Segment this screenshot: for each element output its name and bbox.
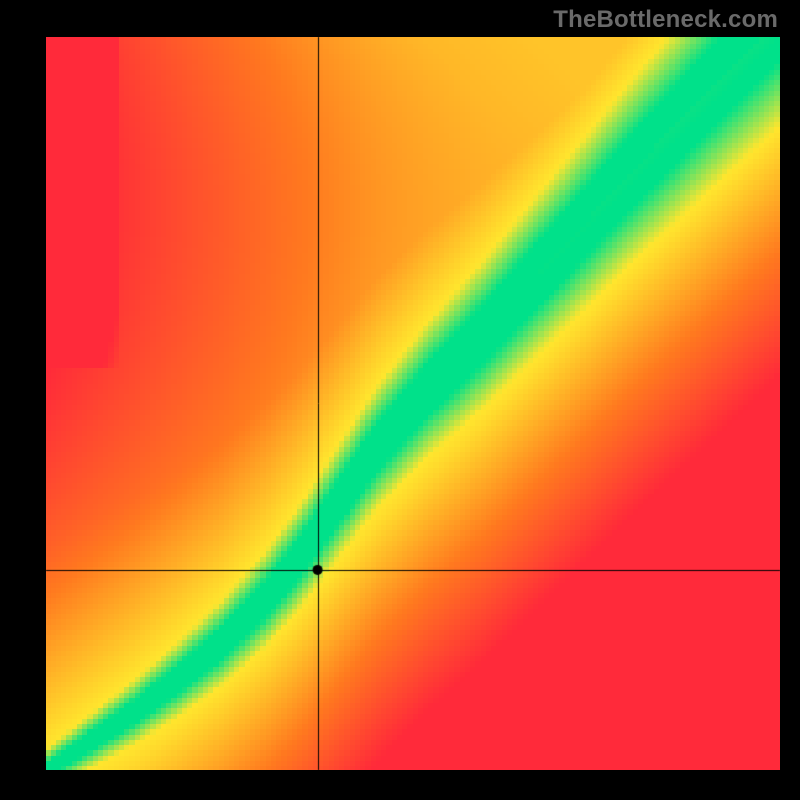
crosshair-overlay xyxy=(0,0,800,800)
chart-container: TheBottleneck.com xyxy=(0,0,800,800)
watermark-label: TheBottleneck.com xyxy=(553,6,778,34)
